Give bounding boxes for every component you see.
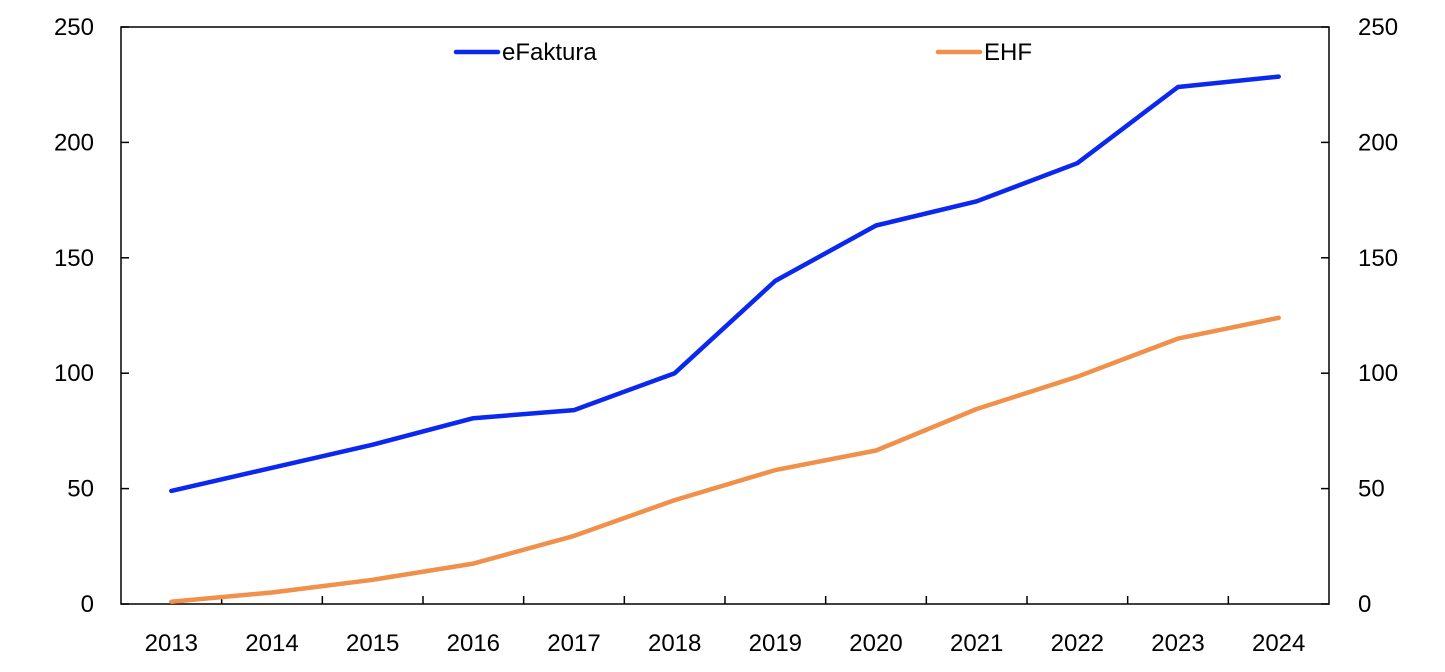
left-y-tick-label: 200 [54,129,94,156]
x-axis: 2013 2014 2015 2016 2017 2018 2019 2020 2021 2022… [145,596,1305,657]
x-tick-label: 2016 [447,630,500,657]
x-tick-label: 2015 [346,630,399,657]
legend: eFaktura EHF [453,39,1032,66]
right-y-tick-label: 100 [1358,360,1398,387]
right-y-tick-label: 150 [1358,245,1398,272]
right-y-tick-label: 200 [1358,129,1398,156]
x-tick-label: 2022 [1051,630,1104,657]
plot-area-frame [120,26,1330,605]
x-tick-label: 2023 [1151,630,1204,657]
left-y-tick-label: 0 [81,591,94,618]
right-y-tick-label: 250 [1358,14,1398,41]
right-y-axis: 0 50 100 150 200 250 [1321,14,1398,618]
legend-label-efaktura: eFaktura [502,39,597,66]
x-tick-label: 2021 [950,630,1003,657]
left-y-tick-label: 150 [54,245,94,272]
x-tick-label: 2024 [1252,630,1305,657]
series-line-efaktura [169,74,1281,494]
series-line-ehf [169,315,1281,604]
x-tick-label: 2013 [145,630,198,657]
right-y-tick-label: 0 [1358,591,1371,618]
x-tick-label: 2019 [749,630,802,657]
series-layer [169,74,1281,604]
left-y-tick-label: 250 [54,14,94,41]
legend-label-ehf: EHF [984,39,1032,66]
x-tick-label: 2020 [849,630,902,657]
left-y-tick-label: 50 [67,476,94,503]
x-tick-label: 2017 [547,630,600,657]
left-y-axis: 0 50 100 150 200 250 [54,14,129,618]
x-tick-label: 2014 [245,630,298,657]
left-y-tick-label: 100 [54,360,94,387]
x-tick-label: 2018 [648,630,701,657]
right-y-tick-label: 50 [1358,476,1385,503]
